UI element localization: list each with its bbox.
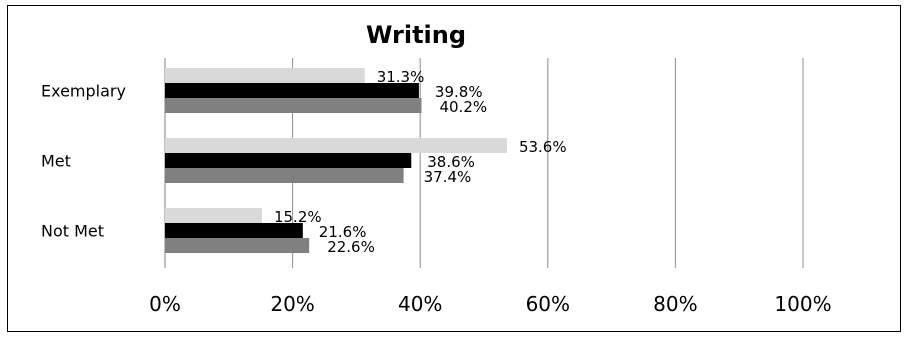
bars [165, 68, 507, 253]
x-tick-label: 60% [526, 292, 570, 316]
bar-not-met-2 [165, 223, 303, 238]
data-label-met-2: 38.6% [427, 153, 475, 171]
data-label-not-met-2: 21.6% [319, 223, 367, 241]
bar-exemplary-3 [165, 98, 422, 113]
x-tick-label: 40% [398, 292, 442, 316]
category-labels: Exemplary Met Not Met [41, 82, 126, 241]
bar-not-met-1 [165, 208, 262, 223]
bar-met-3 [165, 168, 404, 183]
data-labels: 31.3% 39.8%40.2% 53.6% 38.6%37.4% 15.2%21.6%… [274, 68, 567, 256]
chart-title: Writing [366, 21, 466, 49]
x-tick-label: 80% [653, 292, 697, 316]
x-tick-label: 20% [270, 292, 314, 316]
bar-exemplary-1 [165, 68, 365, 83]
bar-met-1 [165, 138, 507, 153]
category-label-not-met: Not Met [41, 222, 104, 241]
x-tick-label: 0% [149, 292, 181, 316]
data-label-met-3: 37.4% [424, 168, 472, 186]
data-label-not-met-3: 22.6% [327, 238, 375, 256]
x-tick-label: 100% [774, 292, 831, 316]
bar-met-2 [165, 153, 412, 168]
data-label-exemplary-3: 40.2% [439, 98, 487, 116]
chart-svg: Writing 31.3% 39.8%40.2% 53.6% 38.6%37.4% 15… [41, 21, 832, 316]
bar-exemplary-2 [165, 83, 419, 98]
data-label-not-met-1: 15.2% [274, 208, 322, 226]
chart-frame: Writing 31.3% 39.8% 40.2% 53.6% 38.6% 37.4% 15… [7, 5, 901, 332]
data-label-met-1: 53.6% [519, 138, 567, 156]
data-label-exemplary-1: 31.3% [377, 68, 425, 86]
data-label-exemplary-2: 39.8% [435, 83, 483, 101]
category-label-met: Met [41, 152, 71, 171]
category-label-exemplary: Exemplary [41, 82, 126, 101]
bar-not-met-3 [165, 238, 310, 253]
tick-labels: 0% 20% 40% 60% 80% 100% [149, 292, 831, 316]
